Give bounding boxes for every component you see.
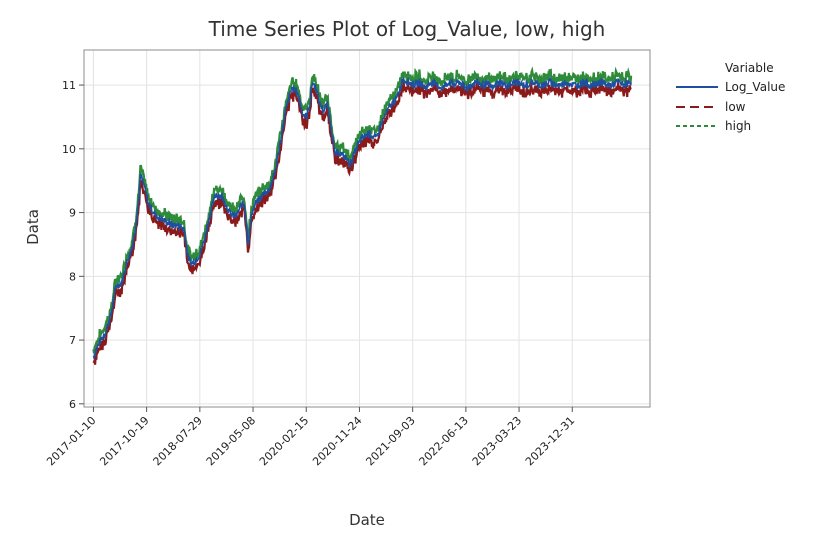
y-axis-ticks: 6 7 8 9 10 11 xyxy=(62,79,84,411)
legend-title: Variable xyxy=(725,61,774,75)
y-tick-label: 7 xyxy=(69,334,76,347)
x-tick-label: 2017-01-10 xyxy=(44,414,98,468)
legend-label-low: low xyxy=(725,100,746,114)
legend-label-high: high xyxy=(725,119,751,133)
x-tick-label: 2021-09-03 xyxy=(363,414,417,468)
plot-frame xyxy=(83,49,651,408)
x-tick-label: 2022-06-13 xyxy=(417,414,471,468)
y-tick-label: 10 xyxy=(62,143,76,156)
x-tick-label: 2020-11-24 xyxy=(310,414,364,468)
x-tick-label: 2020-02-15 xyxy=(257,414,311,468)
legend: Variable Log_Value low high xyxy=(676,61,785,133)
chart-title: Time Series Plot of Log_Value, low, high xyxy=(208,17,606,41)
x-tick-label: 2023-12-31 xyxy=(523,414,577,468)
x-tick-label: 2017-10-19 xyxy=(97,414,151,468)
y-axis-title: Data xyxy=(24,209,42,245)
legend-label-log-value: Log_Value xyxy=(725,80,785,94)
x-axis-ticks: 2017-01-102017-10-192018-07-292019-05-08… xyxy=(44,407,577,468)
y-tick-label: 11 xyxy=(62,79,76,92)
series-line-low xyxy=(92,80,632,365)
x-tick-label: 2019-05-08 xyxy=(204,414,258,468)
series-line-log-value xyxy=(92,75,632,361)
y-tick-label: 9 xyxy=(69,207,76,220)
x-tick-label: 2018-07-29 xyxy=(151,414,205,468)
y-tick-label: 6 xyxy=(69,398,76,411)
series-line-high xyxy=(92,66,633,354)
series-layer xyxy=(92,66,633,365)
x-tick-label: 2023-03-23 xyxy=(470,414,524,468)
y-tick-label: 8 xyxy=(69,270,76,283)
x-axis-title: Date xyxy=(349,511,385,529)
